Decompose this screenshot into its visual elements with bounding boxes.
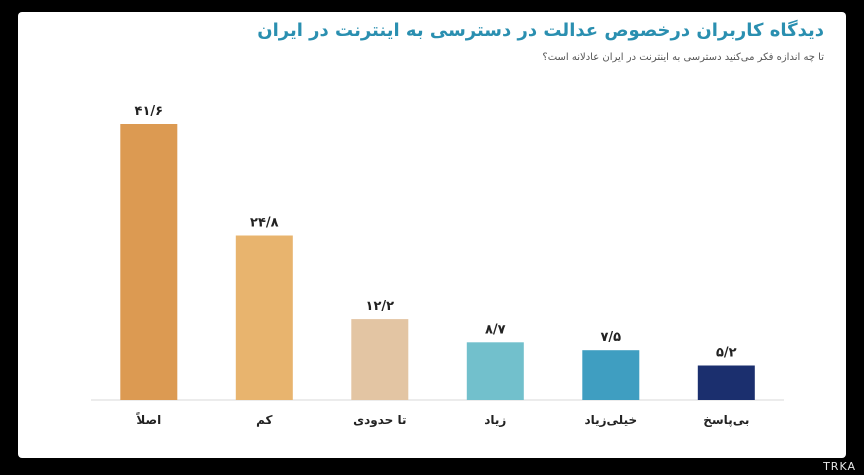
bar-value-label: ۴۱/۶ — [135, 104, 164, 119]
chart-title: دیدگاه کاربران درخصوص عدالت در دسترسی به… — [257, 20, 824, 41]
chart-card: دیدگاه کاربران درخصوص عدالت در دسترسی به… — [18, 12, 846, 458]
category-label: خیلی‌زیاد — [584, 413, 637, 427]
bar-value-label: ۲۴/۸ — [250, 216, 279, 231]
bar — [351, 319, 409, 400]
bar — [697, 365, 755, 400]
bar-value-label: ۸/۷ — [485, 322, 506, 337]
bar — [120, 124, 178, 400]
category-label: بی‌پاسخ — [703, 413, 749, 427]
bar — [466, 342, 524, 400]
bar — [582, 350, 640, 400]
category-label: اصلاً — [136, 412, 161, 427]
bar-value-label: ۱۲/۲ — [366, 299, 395, 314]
bar-value-label: ۵/۲ — [716, 346, 737, 361]
category-label: زیاد — [484, 413, 506, 427]
category-label: تا حدودی — [353, 413, 406, 428]
bar-value-label: ۷/۵ — [600, 330, 621, 345]
chart-subtitle: تا چه اندازه فکر می‌کنید دسترسی به اینتر… — [542, 52, 824, 63]
watermark: TRKA — [823, 460, 856, 473]
bar-chart: ۴۱/۶ اصلاً ۲۴/۸ کم ۱۲/۲ تا حدودی ۸/۷ زیاد ۷/۵ خیل… — [91, 104, 784, 428]
category-label: کم — [256, 413, 272, 427]
bar — [235, 235, 293, 400]
